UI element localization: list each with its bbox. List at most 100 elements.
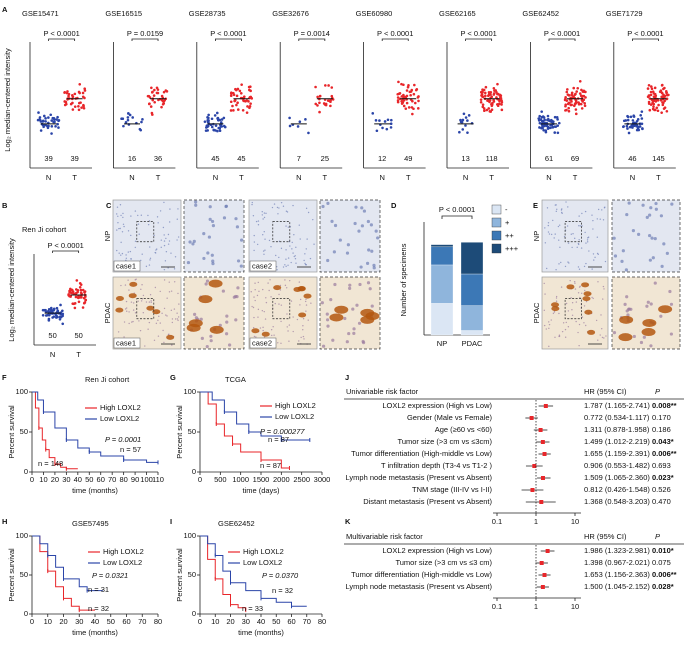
cell xyxy=(157,222,159,224)
zoom-box xyxy=(272,298,291,320)
dot xyxy=(307,131,310,135)
dot xyxy=(480,93,484,96)
cell xyxy=(584,210,587,213)
cell xyxy=(360,224,364,228)
cell xyxy=(284,284,287,287)
cell xyxy=(325,312,329,316)
x-tick-label: 30 xyxy=(75,617,83,626)
dot xyxy=(38,118,41,121)
cell xyxy=(326,201,330,205)
cell xyxy=(120,284,122,287)
bar-segment xyxy=(430,303,454,336)
p-value: P < 0.0001 xyxy=(47,241,83,250)
cell xyxy=(648,258,652,262)
cell xyxy=(345,340,349,344)
cell xyxy=(604,260,607,263)
n-label: 39 xyxy=(44,154,52,163)
cell xyxy=(145,301,148,303)
dot xyxy=(640,122,644,126)
cell xyxy=(596,252,599,255)
dot xyxy=(660,111,663,114)
dot xyxy=(141,118,144,121)
dot xyxy=(410,88,414,92)
dot xyxy=(580,107,584,110)
dot xyxy=(82,106,86,110)
dot xyxy=(83,290,87,293)
n-label: n = 32 xyxy=(88,604,109,613)
dot xyxy=(564,109,567,112)
cell xyxy=(578,344,580,347)
cell xyxy=(174,256,177,258)
stain xyxy=(198,295,213,304)
cell xyxy=(170,252,172,254)
hr-text: 0.812 (0.426-1.548) xyxy=(584,485,650,494)
y-tick-label: 50 xyxy=(20,427,28,436)
cell xyxy=(262,326,264,329)
y-axis-label: Log₂ median-centered intensity xyxy=(3,48,12,152)
dot xyxy=(56,310,60,314)
cell xyxy=(338,238,342,242)
cell xyxy=(277,342,279,344)
cell xyxy=(601,209,603,211)
factor-label: Tumor differentiation (High-middle vs Lo… xyxy=(351,449,492,458)
dot xyxy=(71,94,74,97)
bracket xyxy=(632,38,659,41)
cell xyxy=(309,257,312,260)
cell xyxy=(127,251,129,253)
cell xyxy=(299,304,301,306)
dot xyxy=(247,85,251,89)
dot xyxy=(219,121,223,124)
cell xyxy=(357,229,361,233)
cell xyxy=(593,259,595,261)
dot xyxy=(640,110,644,113)
cell xyxy=(286,313,288,315)
cell xyxy=(305,304,308,306)
dot xyxy=(160,94,164,98)
cell xyxy=(279,284,282,287)
cell xyxy=(267,282,269,284)
dot xyxy=(326,99,330,102)
cell xyxy=(123,225,125,228)
dot xyxy=(206,118,209,122)
cell xyxy=(558,263,560,265)
cell xyxy=(641,203,645,207)
cell xyxy=(285,210,288,212)
cell xyxy=(264,318,267,320)
dot xyxy=(556,118,559,121)
stain xyxy=(566,284,575,290)
dot xyxy=(218,129,222,133)
dot xyxy=(218,127,222,130)
cell xyxy=(592,253,595,255)
cell xyxy=(287,330,289,332)
cell xyxy=(272,326,274,328)
dot xyxy=(657,103,660,107)
cell xyxy=(561,330,564,333)
cell xyxy=(330,219,334,223)
dot xyxy=(538,126,541,129)
hr-point xyxy=(542,452,547,456)
y-axis-label: Percent survival xyxy=(175,548,184,602)
cell xyxy=(578,286,581,288)
legend-label: - xyxy=(505,205,508,214)
y-tick-label: 100 xyxy=(183,387,196,396)
x-tick-label: 50 xyxy=(85,475,93,484)
stain xyxy=(360,308,375,317)
dot xyxy=(632,124,635,127)
dot xyxy=(665,109,669,113)
dot xyxy=(663,99,667,103)
cell xyxy=(159,210,162,212)
dot xyxy=(665,89,668,93)
bar-segment xyxy=(460,273,484,306)
p-text: 0.075 xyxy=(652,558,671,567)
cell xyxy=(273,334,275,336)
cell xyxy=(285,225,287,227)
n-label: 16 xyxy=(128,154,136,163)
dot xyxy=(409,93,412,97)
p-text: 0.526 xyxy=(652,485,671,494)
dot xyxy=(330,86,334,89)
dot xyxy=(212,128,216,132)
x-tick-label: 1500 xyxy=(253,475,270,484)
n-label: n = 87 xyxy=(268,435,289,444)
cell xyxy=(578,239,580,241)
cell xyxy=(577,242,580,245)
